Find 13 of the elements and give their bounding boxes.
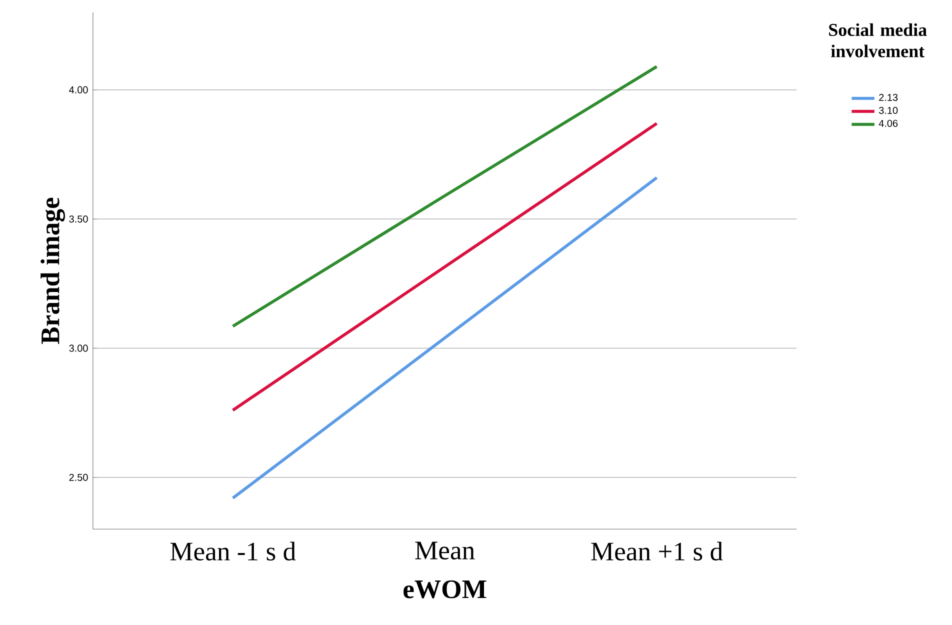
y-axis-title: Brand image bbox=[40, 198, 65, 344]
x-axis-title: eWOM bbox=[404, 580, 486, 598]
legend-title: Social media involvement bbox=[829, 23, 927, 58]
y-tick-label: 4.00 bbox=[69, 86, 88, 94]
y-tick-label: 3.00 bbox=[69, 344, 88, 352]
x-tick-label: Mean +1 s d bbox=[591, 542, 723, 561]
y-tick-label: 2.50 bbox=[69, 474, 88, 481]
x-tick-label: Mean bbox=[415, 542, 475, 560]
x-tick-label: Mean -1 s d bbox=[170, 542, 296, 561]
legend-label: 2.13 bbox=[879, 94, 898, 101]
y-tick-label: 3.50 bbox=[69, 215, 88, 223]
legend-label: 4.06 bbox=[878, 120, 898, 127]
legend-label: 3.10 bbox=[878, 106, 898, 114]
